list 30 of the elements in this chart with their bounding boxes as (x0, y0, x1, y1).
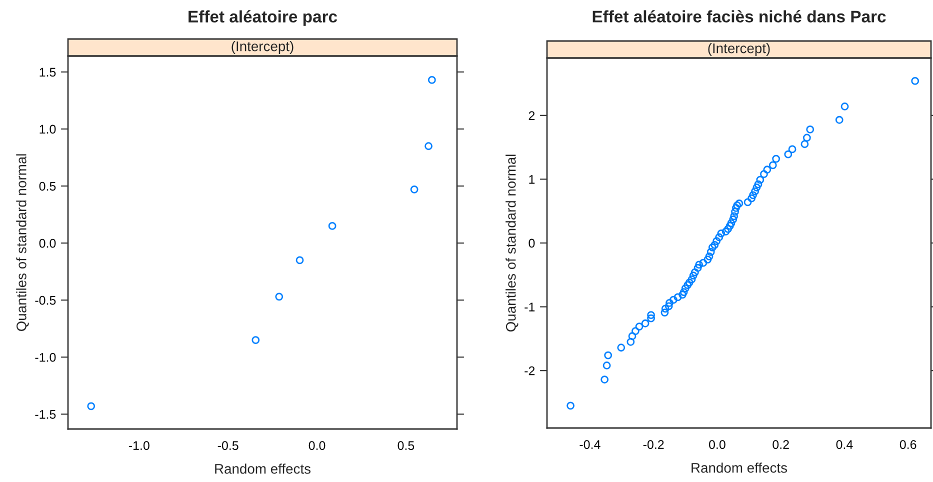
x-tick-label: -0.2 (643, 440, 664, 449)
x-tick-label: 0.4 (836, 440, 853, 449)
y-tick-label: 2 (528, 111, 535, 120)
y-tick-label: -2 (524, 366, 535, 376)
chart-title: Effet aléatoire parc (188, 10, 338, 26)
y-tick-label: 1.5 (40, 68, 56, 77)
x-tick-label: 0.2 (772, 440, 789, 449)
x-tick-label: -0.5 (218, 441, 238, 450)
y-tick-label: -0.5 (35, 296, 56, 305)
y-axis-title: Quantiles of standard normal (16, 154, 29, 332)
x-tick-label: 0.0 (709, 440, 726, 449)
y-tick-label: 0 (528, 238, 535, 248)
y-tick-label: 0.5 (39, 182, 56, 191)
x-axis-title: Random effects (215, 464, 311, 474)
y-tick-label: -1.0 (35, 352, 56, 362)
y-axis-title: Quantiles of standard normal (506, 154, 518, 332)
x-tick-label: 0.0 (308, 441, 326, 450)
y-tick-label: -1 (524, 302, 535, 312)
chart-subtitle: (Intercept) (708, 43, 770, 56)
x-tick-label: 0.6 (900, 440, 916, 449)
chart-subtitle: (Intercept) (232, 41, 294, 54)
x-axis-title: Random effects (692, 462, 788, 473)
x-tick-label: -0.4 (580, 440, 600, 449)
y-tick-label: 0.0 (39, 238, 56, 248)
chart-title: Effet aléatoire faciès niché dans Parc (592, 10, 886, 22)
y-tick-label: -1.5 (35, 410, 56, 419)
y-tick-label: 1 (529, 175, 535, 184)
x-tick-label: -1.0 (128, 441, 150, 450)
y-tick-label: 1.0 (40, 124, 56, 134)
x-tick-label: 0.5 (398, 441, 414, 450)
